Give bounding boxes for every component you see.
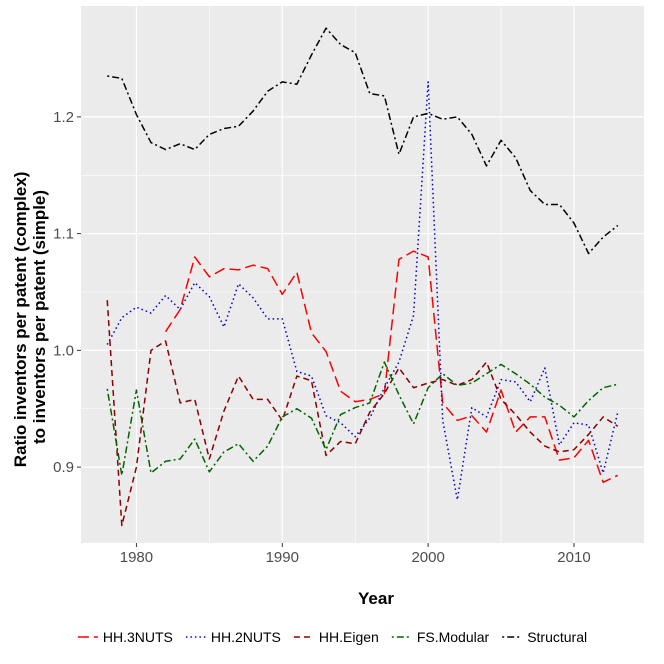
gridlines [81, 6, 644, 543]
x-tick-label: 2010 [557, 549, 590, 566]
series-line-fs-modular [106, 361, 618, 477]
x-tick-label: 1980 [120, 549, 153, 566]
y-tick-label: 1.1 [53, 226, 74, 243]
y-axis-title-line-2: to inventors per patent (simple) [30, 190, 49, 444]
x-axis-ticks: 1980 1990 2000 2010 [120, 543, 591, 566]
series-line-hh-2nuts [106, 81, 619, 501]
legend: HH.3NUTS HH.2NUTS HH.Eigen FS.Modular Struct… [77, 629, 587, 645]
series-line-hh-3nuts [164, 250, 619, 484]
legend-label: Structural [527, 629, 587, 645]
y-tick-label: 0.9 [53, 459, 74, 476]
x-tick-label: 1990 [266, 549, 299, 566]
legend-label: HH.2NUTS [211, 629, 281, 645]
series-lines [106, 27, 619, 527]
plot-panel [81, 6, 644, 543]
series-line-structural [107, 27, 619, 255]
y-axis-title: Ratio inventors per patent (complex) to … [11, 167, 49, 467]
y-tick-label: 1.2 [53, 109, 74, 126]
y-axis-title-line-1: Ratio inventors per patent (complex) [11, 172, 30, 468]
legend-label: HH.Eigen [319, 629, 379, 645]
legend-label: HH.3NUTS [103, 629, 173, 645]
x-axis-title: Year [358, 589, 394, 608]
x-tick-label: 2000 [411, 549, 444, 566]
y-tick-label: 1.0 [53, 342, 74, 359]
y-axis-ticks: 0.9 1.0 1.1 1.2 [53, 109, 81, 476]
series-line-hh-eigen [106, 300, 619, 527]
legend-label: FS.Modular [417, 629, 490, 645]
